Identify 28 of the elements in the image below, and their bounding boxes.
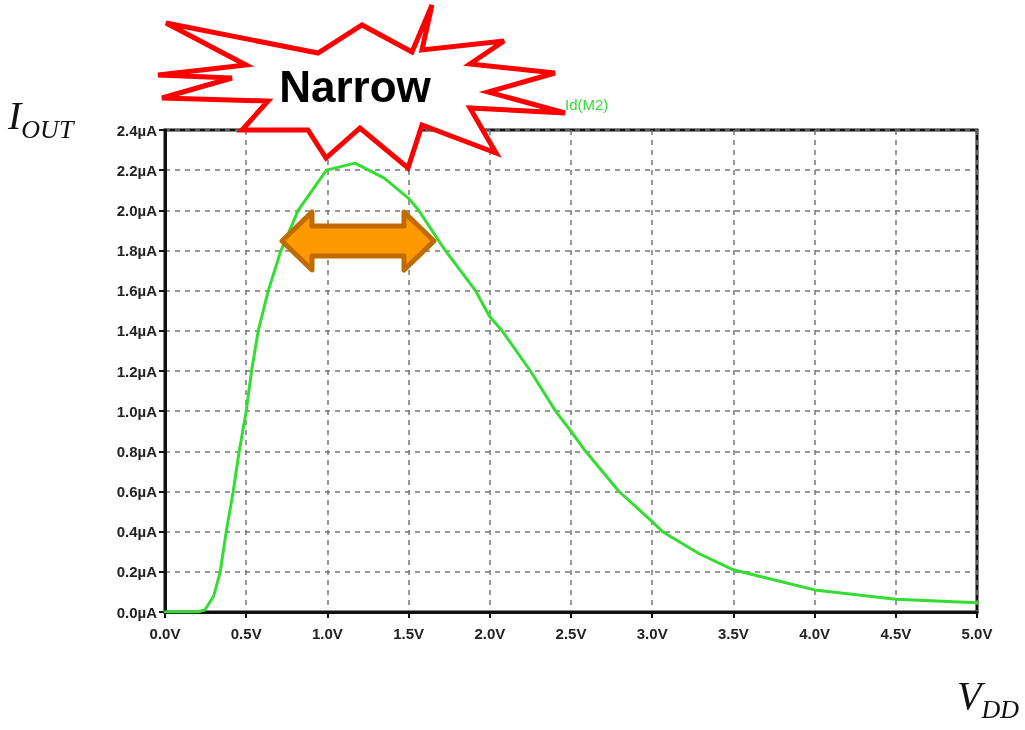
x-tick-label: 4.5V (880, 625, 912, 642)
y-tick-label: 0.6µA (116, 483, 158, 500)
x-tick-label: 3.0V (636, 625, 668, 642)
y-axis-title: I$_{OUT}$ (8, 92, 74, 145)
y-tick-label: 0.4µA (116, 523, 158, 541)
x-axis-title: V$_{DD}$ (957, 672, 1019, 725)
y-tick-label: 1.4µA (116, 322, 158, 340)
y-tick-label: 0.2µA (116, 563, 158, 581)
y-tick-label: 1.2µA (116, 362, 158, 380)
text: Narrow (278, 62, 432, 112)
x-tick-label: 2.0V (474, 625, 506, 642)
x-tick-label: 3.5V (717, 625, 749, 642)
y-tick-label: 1.6µA (116, 282, 158, 300)
y-tick-label: 2.2µA (116, 161, 158, 179)
text: Id(M2) (565, 96, 609, 113)
x-tick-label: 0.5V (230, 625, 262, 642)
x-tick-label: 4.0V (799, 625, 831, 642)
x-tick-label: 1.5V (393, 625, 425, 642)
y-tick-label: 1.0µA (116, 402, 158, 420)
y-tick-label: 1.8µA (116, 242, 158, 259)
y-tick-label: 2.4µA (116, 121, 158, 139)
y-tick-label: 0.0µA (116, 603, 158, 621)
y-tick-label: 0.8µA (116, 442, 158, 460)
x-tick-label: 1.0V (311, 625, 343, 642)
y-tick-label: 2.0µA (116, 201, 158, 219)
x-tick-label: 0.0V (149, 625, 181, 642)
x-tick-label: 2.5V (555, 625, 587, 642)
x-tick-label: 5.0V (961, 625, 993, 642)
